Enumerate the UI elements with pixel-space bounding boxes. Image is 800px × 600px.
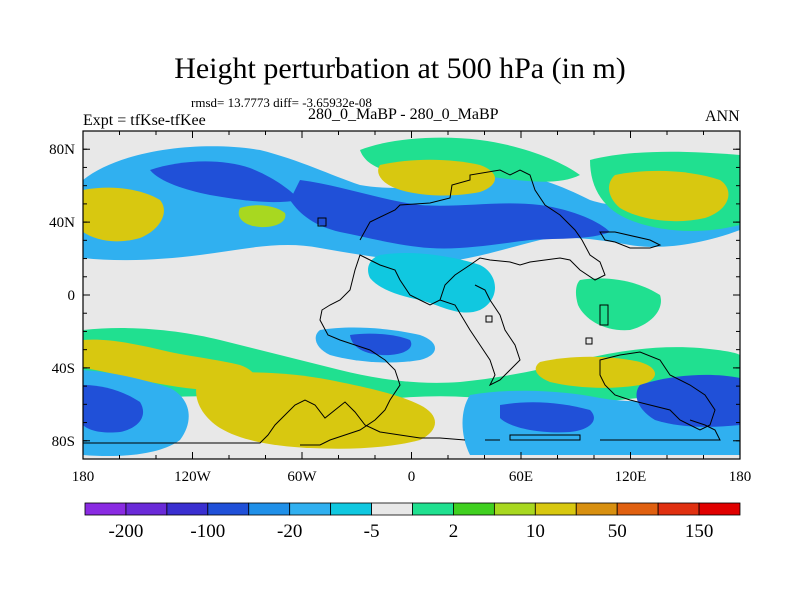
contour-equator-green	[575, 278, 661, 331]
colorbar-swatch	[207, 502, 250, 516]
colorbar-swatch	[575, 502, 618, 516]
y-axis	[83, 130, 740, 460]
coastline-asia-east	[599, 231, 662, 249]
colorbar-swatch	[84, 502, 127, 516]
colorbar-swatch	[166, 502, 209, 516]
coastline-island-1	[599, 304, 609, 326]
x-tick-label: 0	[408, 469, 416, 485]
y-tick-label: 80N	[49, 142, 75, 158]
colorbar-label: 10	[526, 521, 545, 542]
coastline	[83, 169, 721, 446]
colorbar-label: 50	[608, 521, 627, 542]
contour-south-darkblue-lower	[350, 333, 412, 356]
colorbar-label: 150	[685, 521, 714, 542]
coastline-antarctica-east	[485, 419, 721, 441]
y-tick-label: 40S	[52, 361, 75, 377]
colorbar-swatch	[534, 502, 577, 516]
plot-title: Height perturbation at 500 hPa (in m)	[174, 52, 626, 85]
contour-north-yellow	[378, 159, 495, 196]
x-tick-label: 120E	[615, 469, 647, 485]
contour-south-yellow-indian	[535, 356, 655, 388]
coastline-island-2	[317, 217, 327, 227]
x-tick-label: 180	[72, 469, 95, 485]
contour-tropics-lightblue	[368, 253, 495, 313]
colorbar-labels: -200 -100 -20 -5 2 10 50 150	[109, 521, 714, 542]
coastline-antarctica	[83, 399, 466, 444]
contour-nw-small-green	[238, 205, 286, 228]
contour-south-darkblue-southern	[500, 402, 594, 433]
colorbar-swatch	[289, 502, 332, 516]
contour-nw-yellow	[83, 187, 164, 242]
colorbar-label: -5	[364, 521, 380, 542]
contour-nw-darkblue	[150, 161, 300, 203]
x-tick-label: 60E	[509, 469, 533, 485]
coastline-australia	[599, 351, 716, 431]
colorbar-swatch	[616, 502, 659, 516]
x-tick-label: 60W	[287, 469, 317, 485]
coastline-africa-outline	[439, 284, 521, 387]
contour-south-darkblue-west	[83, 385, 144, 433]
colorbar-swatch	[453, 502, 495, 516]
colorbar-swatch	[657, 502, 700, 516]
colorbar-swatch	[493, 502, 536, 516]
colorbar-label: 2	[449, 521, 459, 542]
x-axis	[82, 131, 741, 459]
colorbar-swatch	[330, 502, 372, 516]
contour-field	[83, 131, 740, 459]
y-tick-label: 80S	[52, 434, 75, 450]
stats-label: rmsd= 13.7773 diff= -3.65932e-08	[191, 95, 372, 110]
colorbar-swatch	[698, 502, 741, 516]
colorbar-swatch	[371, 502, 413, 516]
colorbar-label: -100	[190, 521, 225, 542]
case-label: 280_0_MaBP - 280_0_MaBP	[308, 106, 499, 123]
colorbar-label: -200	[109, 521, 144, 542]
colorbar-swatch	[412, 502, 454, 516]
y-tick-label: 0	[68, 288, 76, 304]
experiment-label: Expt = tfKse-tfKee	[83, 112, 206, 129]
y-tick-label: 40N	[49, 215, 75, 231]
colorbar-label: -20	[277, 521, 302, 542]
colorbar-swatch	[248, 502, 291, 516]
x-tick-label: 180	[729, 469, 752, 485]
colorbar-swatch	[125, 502, 168, 516]
contour-ne-yellow	[608, 170, 729, 222]
season-label: ANN	[705, 108, 740, 125]
x-tick-label: 120W	[174, 469, 212, 485]
contour-north-darkblue	[290, 180, 610, 249]
coastline-island-4	[585, 337, 593, 345]
coastline-island-3	[485, 315, 493, 323]
coastline-americas	[300, 169, 606, 446]
colorbar	[84, 502, 741, 516]
